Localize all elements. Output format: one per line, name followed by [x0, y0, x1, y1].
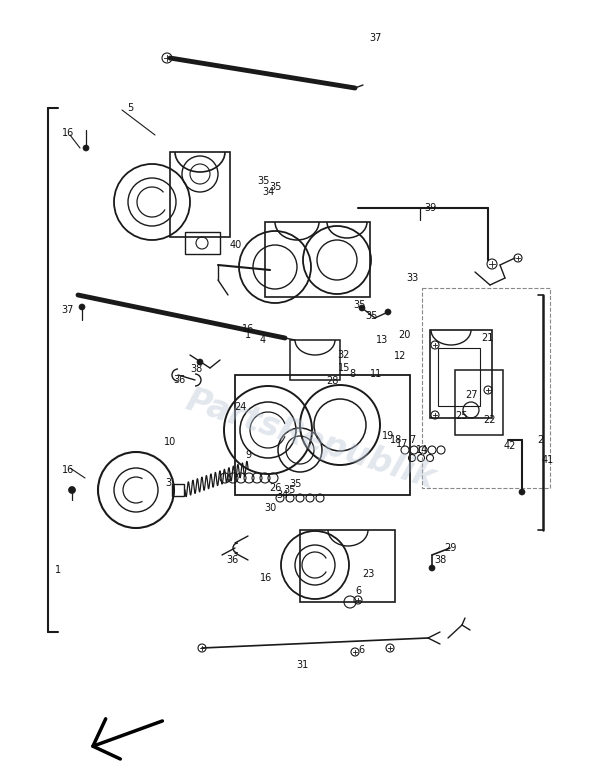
Bar	[170, 152, 230, 237]
Text: 34: 34	[276, 490, 288, 500]
Text: 22: 22	[484, 415, 496, 425]
Text: 16: 16	[62, 465, 74, 475]
Text: 38: 38	[190, 364, 202, 374]
Text: 39: 39	[424, 203, 436, 213]
Text: 17: 17	[396, 439, 408, 449]
Text: 2: 2	[537, 435, 543, 445]
Text: 27: 27	[466, 390, 478, 400]
Text: 32: 32	[338, 350, 350, 360]
Text: 35: 35	[284, 485, 296, 495]
Text: 7: 7	[409, 435, 415, 445]
Text: 21: 21	[481, 333, 493, 343]
Text: 36: 36	[226, 555, 238, 565]
Text: 16: 16	[242, 324, 254, 334]
Text: 41: 41	[542, 455, 554, 465]
Text: 20: 20	[398, 330, 410, 340]
Text: 3: 3	[165, 478, 171, 488]
Circle shape	[83, 145, 89, 151]
Circle shape	[68, 486, 76, 493]
Text: 11: 11	[370, 369, 382, 379]
Text: 40: 40	[230, 240, 242, 250]
Text: 37: 37	[62, 305, 74, 315]
Text: 24: 24	[234, 402, 246, 412]
Text: 23: 23	[362, 569, 374, 579]
Text: 34: 34	[262, 187, 274, 197]
Bar	[300, 530, 395, 602]
Text: PartsRepublik: PartsRepublik	[181, 384, 439, 496]
Text: 36: 36	[173, 375, 185, 385]
Text: 35: 35	[365, 311, 377, 321]
Text: 18: 18	[390, 435, 402, 445]
Bar	[422, 288, 550, 488]
Circle shape	[429, 565, 435, 571]
Bar	[290, 340, 340, 380]
Bar	[172, 484, 184, 496]
Text: 38: 38	[434, 555, 446, 565]
Text: 4: 4	[260, 335, 266, 345]
Bar	[185, 232, 220, 254]
Text: 8: 8	[349, 369, 355, 379]
Text: 1: 1	[55, 565, 61, 575]
Text: 12: 12	[394, 351, 406, 361]
Text: 25: 25	[456, 411, 468, 421]
Text: 35: 35	[258, 176, 270, 186]
Text: 26: 26	[269, 483, 281, 493]
Circle shape	[519, 489, 525, 495]
Text: 42: 42	[504, 441, 516, 451]
Bar	[265, 222, 370, 297]
Text: 10: 10	[164, 437, 176, 447]
Text: 6: 6	[355, 586, 361, 596]
Text: 15: 15	[338, 363, 350, 373]
Text: 6: 6	[358, 645, 364, 655]
Text: 5: 5	[127, 103, 133, 113]
Bar	[235, 375, 410, 495]
Text: 33: 33	[406, 273, 418, 283]
Text: 35: 35	[354, 300, 366, 310]
Text: 37: 37	[370, 33, 382, 43]
Text: 30: 30	[264, 503, 276, 513]
Bar	[455, 370, 503, 435]
Text: 31: 31	[296, 660, 308, 670]
Text: 1: 1	[245, 330, 251, 340]
Circle shape	[79, 304, 85, 310]
Text: 14: 14	[416, 445, 428, 455]
Text: 16: 16	[260, 573, 272, 583]
Text: 28: 28	[326, 376, 338, 386]
Text: 35: 35	[270, 182, 282, 192]
Bar	[438, 348, 480, 406]
Text: 9: 9	[245, 450, 251, 460]
Text: 29: 29	[444, 543, 456, 553]
Text: 19: 19	[382, 431, 394, 441]
Bar	[430, 330, 492, 418]
Circle shape	[197, 359, 203, 365]
Circle shape	[385, 309, 391, 315]
Text: 35: 35	[290, 479, 302, 489]
Text: 13: 13	[376, 335, 388, 345]
Text: 16: 16	[62, 128, 74, 138]
Circle shape	[359, 305, 365, 311]
